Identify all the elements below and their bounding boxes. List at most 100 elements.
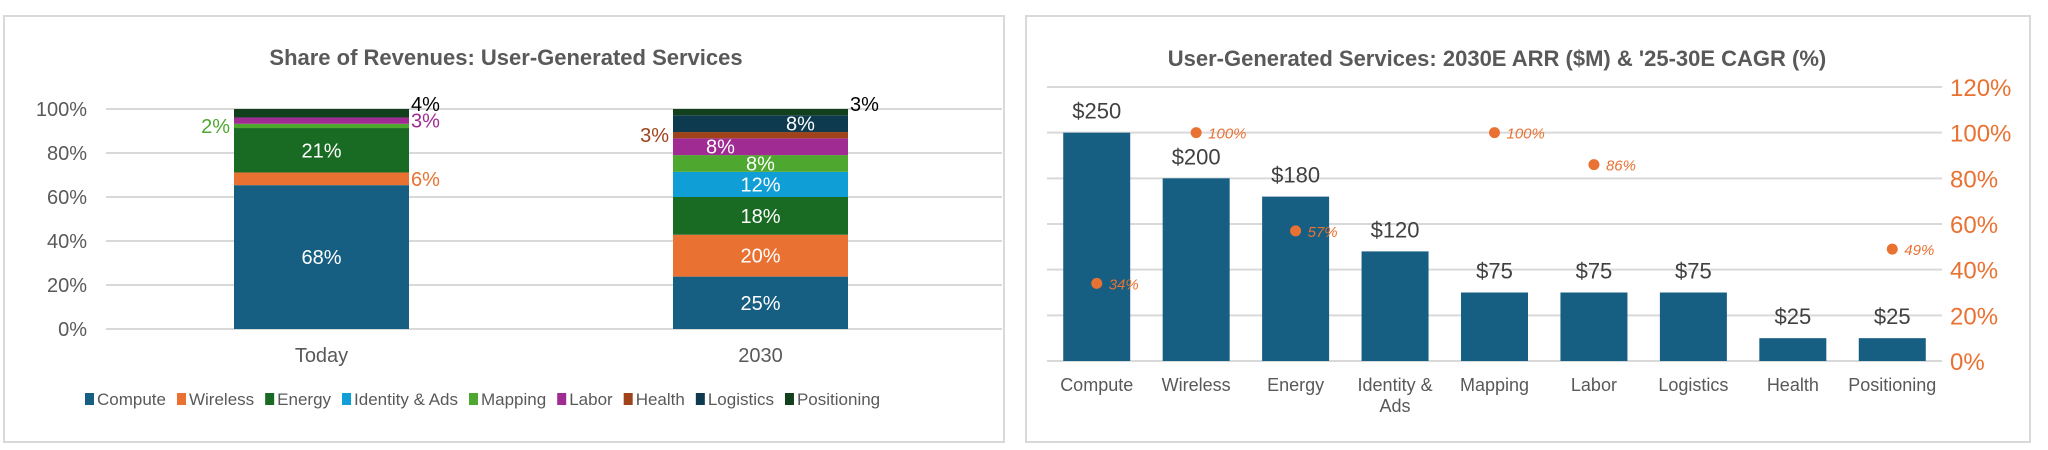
bar-segment-compute — [673, 276, 848, 329]
secondary-y-tick-label: 20% — [1950, 303, 1998, 330]
cagr-dot — [1489, 127, 1500, 139]
legend-swatch — [623, 393, 633, 405]
secondary-y-tick-label: 100% — [1950, 121, 2011, 148]
legend-swatch — [176, 393, 186, 405]
secondary-y-tick-label: 60% — [1950, 212, 1998, 239]
bar-segment-mapping — [673, 155, 848, 172]
chart-title: Share of Revenues: User-Generated Servic… — [269, 45, 742, 70]
bar-value-label: $75 — [1476, 259, 1513, 284]
bar-value-label: $250 — [1072, 99, 1121, 124]
category-label: Ads — [1380, 396, 1411, 416]
legend-label: Compute — [97, 390, 166, 409]
bar-logistics — [1659, 292, 1727, 361]
legend-label: Positioning — [797, 390, 880, 409]
secondary-y-tick-label: 120% — [1950, 75, 2011, 102]
bar-segment-health — [673, 132, 848, 139]
category-label: Compute — [1060, 375, 1133, 395]
y-tick-label: 60% — [47, 187, 87, 209]
data-label: 4% — [411, 94, 440, 116]
category-label: Energy — [1267, 375, 1324, 395]
category-label: Identity & — [1358, 375, 1433, 395]
bar-labor — [1560, 292, 1628, 361]
bar-segment-positioning — [234, 109, 409, 118]
y-tick-label: 100% — [36, 99, 87, 121]
bar-energy — [1262, 196, 1330, 361]
bar-value-label: $75 — [1576, 259, 1613, 284]
data-label: 8% — [706, 137, 735, 159]
legend-swatch — [784, 393, 794, 405]
secondary-y-tick-label: 80% — [1950, 166, 1998, 193]
data-label: 3% — [411, 111, 440, 133]
legend-swatch — [85, 393, 94, 405]
bar-segment-mapping — [234, 123, 409, 129]
bar-segment-labor — [234, 117, 409, 124]
y-tick-label: 80% — [47, 143, 87, 165]
bar-segment-wireless — [234, 172, 409, 186]
data-label: 21% — [301, 140, 341, 162]
cagr-dot — [1190, 127, 1202, 139]
data-label: 8% — [786, 114, 815, 136]
y-tick-label: 40% — [47, 231, 87, 253]
legend-swatch — [342, 393, 352, 405]
bar-value-label: $180 — [1271, 163, 1320, 188]
legend-swatch — [468, 393, 478, 405]
revenue-share-chart-panel: Share of Revenues: User-Generated Servic… — [3, 15, 1005, 443]
category-label: Wireless — [1162, 375, 1231, 395]
data-label: 20% — [740, 246, 780, 268]
data-label: 6% — [411, 169, 440, 191]
bar-segment-labor — [673, 138, 848, 156]
secondary-y-tick-label: 0% — [1950, 349, 1985, 376]
bar-compute — [1063, 132, 1131, 361]
category-label: Today — [295, 345, 348, 367]
legend-swatch — [557, 393, 567, 405]
cagr-dot — [1886, 243, 1898, 255]
bar-segment-identity-ads — [673, 171, 848, 197]
legend-swatch — [695, 393, 705, 405]
cagr-label: 49% — [1904, 242, 1934, 259]
bar-segment-energy — [234, 128, 409, 173]
legend-label: Wireless — [189, 390, 254, 409]
bar-health — [1759, 338, 1827, 361]
revenue-share-chart: Share of Revenues: User-Generated Servic… — [36, 45, 1002, 409]
legend-swatch — [265, 393, 275, 405]
data-label: 18% — [740, 206, 780, 228]
bar-identity-ads — [1361, 251, 1429, 361]
bar-value-label: $120 — [1371, 217, 1420, 242]
cagr-dot — [1588, 159, 1600, 171]
bar-segment-logistics — [673, 115, 848, 133]
data-label: 8% — [746, 153, 775, 175]
cagr-label: 100% — [1208, 126, 1246, 143]
cagr-dot — [1091, 277, 1103, 289]
data-label: 12% — [740, 174, 780, 196]
category-label: Positioning — [1848, 375, 1936, 395]
category-label: Logistics — [1658, 375, 1728, 395]
legend-label: Labor — [569, 390, 613, 409]
bar-segment-positioning — [673, 109, 848, 116]
arr-cagr-chart-panel: User-Generated Services: 2030E ARR ($M) … — [1025, 15, 2031, 443]
cagr-label: 86% — [1606, 158, 1636, 175]
category-label: Mapping — [1460, 375, 1529, 395]
category-label: Health — [1767, 375, 1819, 395]
arr-cagr-chart: User-Generated Services: 2030E ARR ($M) … — [1047, 46, 2011, 416]
chart-title: User-Generated Services: 2030E ARR ($M) … — [1168, 46, 1827, 71]
legend-label: Energy — [277, 390, 331, 409]
bar-value-label: $75 — [1675, 259, 1712, 284]
data-label: 2% — [201, 116, 230, 138]
bar-value-label: $25 — [1874, 304, 1911, 329]
cagr-label: 57% — [1308, 224, 1338, 241]
data-label: 3% — [640, 125, 669, 147]
y-tick-label: 20% — [47, 275, 87, 297]
bar-mapping — [1461, 292, 1528, 361]
data-label: 3% — [850, 94, 879, 116]
bar-positioning — [1858, 338, 1926, 361]
cagr-dot — [1290, 225, 1302, 237]
legend-label: Identity & Ads — [354, 390, 458, 409]
secondary-y-tick-label: 40% — [1950, 258, 1998, 285]
y-tick-label: 0% — [58, 319, 87, 341]
legend-label: Mapping — [481, 390, 546, 409]
cagr-label: 34% — [1109, 276, 1139, 293]
category-label: 2030 — [738, 345, 783, 367]
data-label: 68% — [301, 247, 341, 269]
legend-label: Health — [636, 390, 685, 409]
data-label: 25% — [740, 293, 780, 315]
